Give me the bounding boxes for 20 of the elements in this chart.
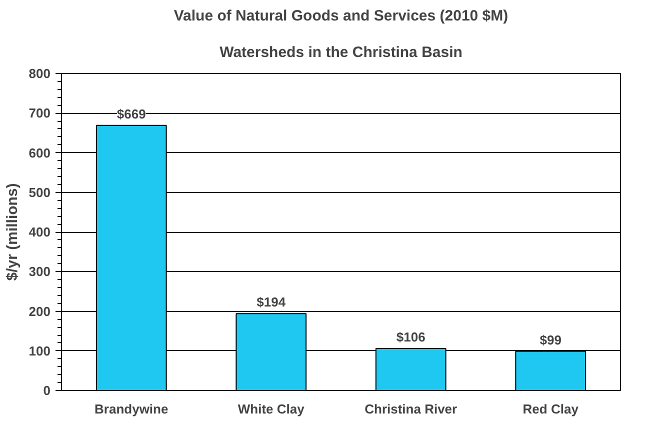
y-tick-label: 500	[28, 184, 51, 200]
y-tick-label: 300	[28, 264, 51, 280]
y-tick-label: 700	[28, 106, 51, 121]
data-label: $99	[540, 332, 562, 348]
y-tick-label: 0	[43, 383, 51, 398]
x-tick-label: Christina River	[364, 402, 458, 416]
x-tick-label: Red Clay	[522, 402, 580, 416]
y-tick-label: 800	[28, 66, 51, 81]
chart-title: Value of Natural Goods and Services (2010 $M)	[174, 8, 508, 24]
data-label: $194	[256, 294, 286, 310]
data-label: $669	[116, 106, 146, 122]
x-tick-label: White Clay	[238, 402, 306, 416]
x-tick-label: Brandywine	[94, 402, 168, 416]
y-axis-title: $/yr (millions)	[4, 183, 21, 281]
y-tick-label: 200	[28, 304, 51, 319]
chart-subtitle: Watersheds in the Christina Basin	[220, 44, 462, 61]
y-tick-label: 600	[28, 145, 51, 160]
y-tick-label: 400	[28, 224, 51, 240]
data-label: $106	[396, 329, 426, 344]
y-tick-label: 100	[28, 343, 51, 358]
